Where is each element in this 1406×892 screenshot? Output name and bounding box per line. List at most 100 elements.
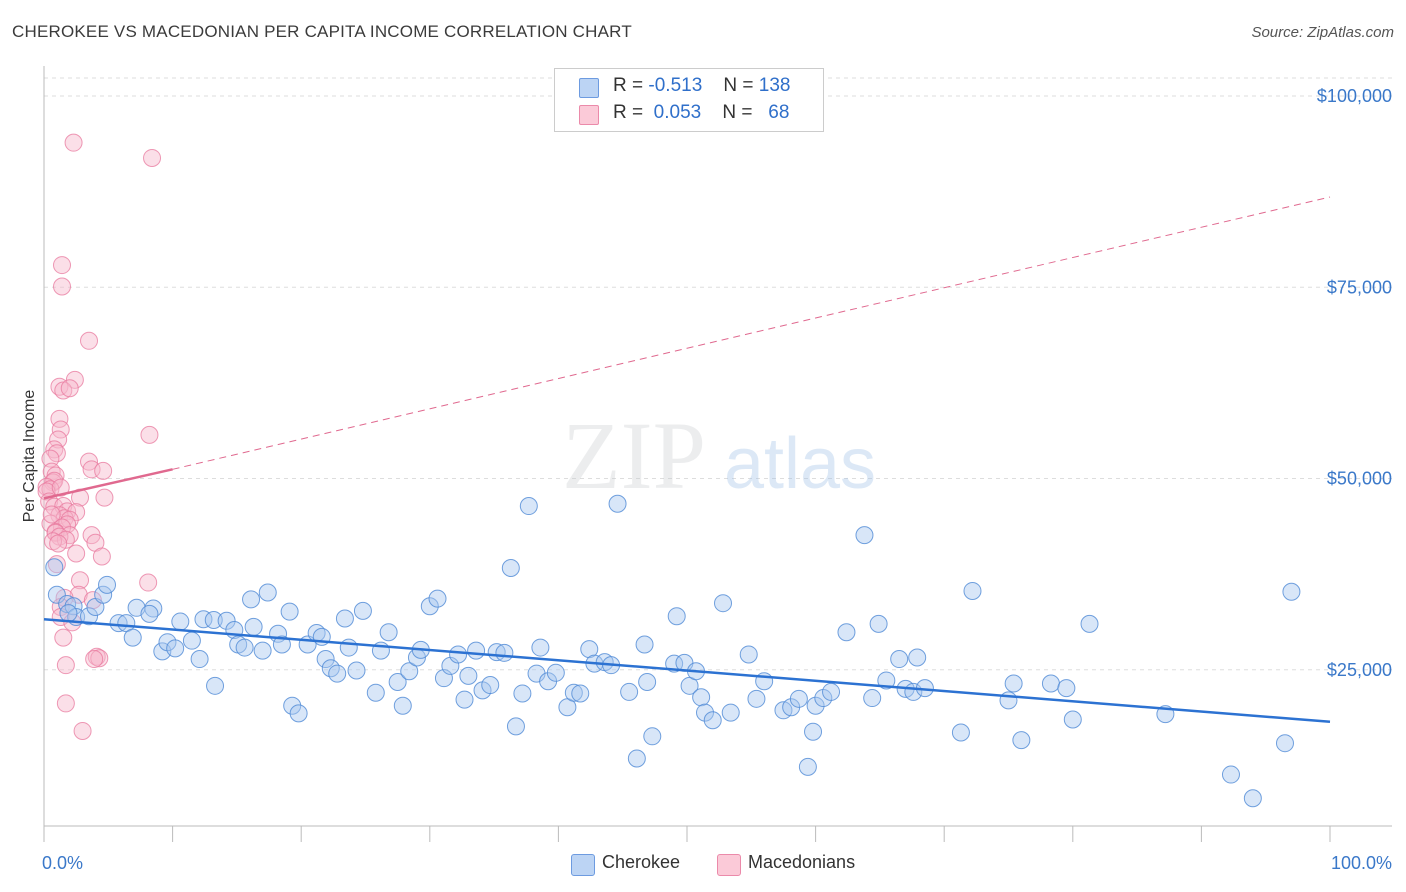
cherokee-point-105 xyxy=(798,757,817,776)
x-tick-label-min: 0.0% xyxy=(42,853,83,873)
cherokee-point-21 xyxy=(190,650,209,669)
y-tick-label-0: $25,000 xyxy=(1327,660,1392,680)
macedonian-trend-line xyxy=(43,468,173,500)
cherokee-point-23 xyxy=(204,611,223,630)
cherokee-point-87 xyxy=(638,672,657,691)
legend-r-label: R = xyxy=(613,75,644,96)
macedonian-point-51 xyxy=(71,571,90,590)
cherokee-point-128 xyxy=(1080,614,1099,633)
cherokee-point-29 xyxy=(244,617,263,636)
y-axis-label: Per Capita Income xyxy=(21,390,38,523)
cherokee-point-60 xyxy=(449,645,468,664)
cherokee-point-126 xyxy=(1057,679,1076,698)
cherokee-point-112 xyxy=(863,689,882,708)
cherokee-point-133 xyxy=(1282,582,1301,601)
macedonian-point-48 xyxy=(67,544,86,563)
macedonian-point-5 xyxy=(65,370,84,389)
cherokee-point-124 xyxy=(1012,731,1031,750)
cherokee-point-44 xyxy=(335,609,354,628)
cherokee-point-57 xyxy=(428,589,447,608)
macedonian-point-18 xyxy=(94,461,113,480)
cherokee-point-97 xyxy=(714,594,733,613)
grid-lines xyxy=(44,77,1392,671)
macedonian-point-59 xyxy=(54,628,73,647)
macedonian-point-4 xyxy=(80,331,99,350)
cherokee-point-37 xyxy=(289,704,308,723)
cherokee-point-69 xyxy=(506,717,525,736)
cherokee-point-79 xyxy=(580,640,599,659)
cherokee-point-5 xyxy=(80,607,99,626)
y-tick-label-2: $75,000 xyxy=(1327,277,1392,297)
cherokee-point-113 xyxy=(869,614,888,633)
macedonian-legend-swatch xyxy=(717,854,741,876)
macedonian-point-66 xyxy=(51,478,70,497)
macedonian-point-65 xyxy=(73,721,92,740)
legend-r-value: -0.513 xyxy=(648,75,703,96)
cherokee-point-122 xyxy=(999,691,1018,710)
cherokee-point-94 xyxy=(692,688,711,707)
macedonian-point-0 xyxy=(64,133,83,152)
cherokee-point-30 xyxy=(242,590,261,609)
y-tick-label-1: $50,000 xyxy=(1327,469,1392,489)
x-tick-label-max: 100.0% xyxy=(1331,853,1392,873)
chart-title: CHEROKEE VS MACEDONIAN PER CAPITA INCOME… xyxy=(12,22,632,41)
cherokee-swatch xyxy=(579,78,599,98)
cherokee-point-6 xyxy=(59,604,78,623)
legend-r-label: R = xyxy=(613,102,644,123)
cherokee-point-31 xyxy=(253,641,272,660)
watermark: ZIP atlas xyxy=(562,402,876,509)
macedonian-point-52 xyxy=(139,573,158,592)
cherokee-point-12 xyxy=(123,628,142,647)
cherokee-point-100 xyxy=(747,689,766,708)
macedonian-point-9 xyxy=(140,425,159,444)
cherokee-point-84 xyxy=(620,682,639,701)
cherokee-point-132 xyxy=(1275,734,1294,753)
cherokee-point-18 xyxy=(166,639,185,658)
cherokee-point-123 xyxy=(1004,674,1023,693)
cherokee-point-0 xyxy=(45,558,64,577)
macedonian-point-61 xyxy=(90,649,109,668)
cherokee-point-109 xyxy=(822,682,841,701)
cherokee-point-43 xyxy=(328,664,347,683)
cherokee-point-10 xyxy=(98,575,117,594)
macedonian-point-2 xyxy=(53,256,72,275)
cherokee-point-22 xyxy=(194,610,213,629)
cherokee-point-99 xyxy=(739,645,758,664)
correlation-legend: R = -0.513 N = 138 R = 0.053 N = 68 xyxy=(554,68,824,132)
macedonian-point-49 xyxy=(92,547,111,566)
macedonian-point-62 xyxy=(85,650,104,669)
cherokee-point-51 xyxy=(388,672,407,691)
cherokee-point-63 xyxy=(467,641,486,660)
cherokee-point-125 xyxy=(1041,674,1060,693)
y-tick-labels: $25,000 $50,000 $75,000 $100,000 xyxy=(1317,86,1392,680)
macedonian-swatch xyxy=(579,105,599,125)
cherokee-point-9 xyxy=(109,614,128,633)
cherokee-point-52 xyxy=(393,696,412,715)
cherokee-point-110 xyxy=(837,623,856,642)
cherokee-point-32 xyxy=(258,583,277,602)
cherokee-point-121 xyxy=(963,581,982,600)
axes xyxy=(43,66,1392,842)
cherokee-trend-line xyxy=(43,618,1331,724)
cherokee-point-61 xyxy=(455,690,474,709)
macedonian-point-27 xyxy=(95,488,114,507)
cherokee-point-48 xyxy=(366,683,385,702)
cherokee-point-15 xyxy=(140,604,159,623)
cherokee-point-115 xyxy=(890,650,909,669)
cherokee-point-130 xyxy=(1221,765,1240,784)
cherokee-point-78 xyxy=(571,684,590,703)
macedonian-point-46 xyxy=(49,534,68,553)
cherokee-point-50 xyxy=(379,623,398,642)
legend-r-value: 0.053 xyxy=(653,102,702,123)
cherokee-point-28 xyxy=(235,638,254,657)
cherokee-point-73 xyxy=(531,638,550,657)
cherokee-point-106 xyxy=(804,722,823,741)
macedonian-point-67 xyxy=(42,505,61,524)
cherokee-point-75 xyxy=(546,663,565,682)
cherokee-point-1 xyxy=(47,585,66,604)
cherokee-point-8 xyxy=(94,585,113,604)
macedonian-points xyxy=(37,133,162,740)
cherokee-point-71 xyxy=(519,497,538,516)
macedonian-point-64 xyxy=(56,694,75,713)
